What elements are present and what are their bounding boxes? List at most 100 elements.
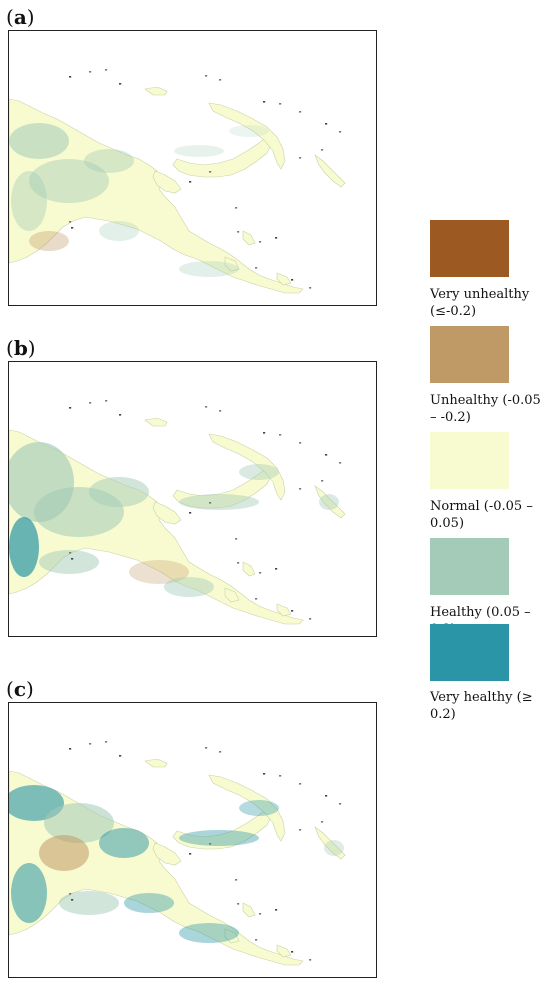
index-region-8 [239,464,279,480]
landmass-manus [144,758,168,768]
coastal-speck-2 [105,400,108,402]
coastal-speck-17 [255,939,258,941]
index-region-3 [9,517,39,577]
coastal-speck-14 [259,572,262,574]
coastal-speck-5 [219,79,222,81]
coastal-speck-23 [321,149,324,151]
coastal-speck-7 [279,103,282,105]
coastal-speck-20 [69,221,72,223]
coastal-speck-2 [105,741,108,743]
coastal-speck-13 [237,231,240,233]
index-region-6 [124,893,174,913]
coastal-speck-19 [309,287,312,289]
coastal-speck-3 [119,755,122,757]
panel-label-c: (c) [6,677,34,701]
coastal-speck-19 [309,959,312,961]
index-region-5 [129,560,189,584]
coastal-speck-2 [105,69,108,71]
coastal-speck-22 [299,829,302,831]
index-region-9 [319,494,339,510]
coastal-speck-14 [259,241,262,243]
index-region-2 [89,477,149,507]
landmass-manus [144,86,168,96]
landmass-newireland [208,433,286,501]
coastal-speck-18 [291,951,294,953]
coastal-speck-11 [209,502,212,504]
index-region-5 [59,891,119,915]
coastal-speck-13 [237,562,240,564]
coastal-speck-9 [325,454,328,456]
legend-swatch-unhealthy [430,326,509,383]
landmass-isl1 [242,561,256,577]
index-region-7 [174,145,224,157]
coastal-speck-19 [309,618,312,620]
map-panel-c [8,702,377,978]
landmass-bougainville [314,485,346,519]
coastal-speck-10 [339,462,342,464]
coastal-speck-7 [279,434,282,436]
coastal-speck-9 [325,795,328,797]
coastal-speck-4 [205,75,208,77]
landmass-manus [144,417,168,427]
index-region-6 [164,577,214,597]
coastal-speck-20 [69,552,72,554]
coastal-speck-3 [119,83,122,85]
coastal-speck-23 [321,480,324,482]
coastal-speck-18 [291,610,294,612]
index-region-1 [29,159,109,203]
coastal-speck-22 [299,157,302,159]
coastal-speck-8 [299,783,302,785]
coastal-speck-9 [325,123,328,125]
coastal-speck-18 [291,279,294,281]
coastal-speck-3 [119,414,122,416]
landmass-newbritain [172,467,272,509]
index-region-5 [29,231,69,251]
index-region-9 [239,800,279,816]
coastal-speck-10 [339,131,342,133]
coastal-speck-21 [71,899,74,901]
index-region-4 [39,550,99,574]
landmass-isl3 [276,603,292,617]
coastal-speck-12 [189,181,192,183]
landmass-mainland [9,98,304,294]
index-region-3 [39,835,89,871]
coastal-speck-15 [275,237,278,239]
legend-swatch-healthy [430,538,509,595]
landmass-newbritain [172,808,272,850]
index-region-7 [179,923,239,943]
coastal-speck-16 [235,879,238,881]
panel-label-b: (b) [6,336,36,360]
coastal-speck-6 [263,101,266,103]
landmass-newireland [208,102,286,170]
landmass-bougainville [314,826,346,860]
coastal-speck-20 [69,893,72,895]
coastal-speck-23 [321,821,324,823]
index-region-6 [179,261,239,277]
index-region-3 [11,171,47,231]
coastal-speck-4 [205,747,208,749]
coastal-speck-22 [299,488,302,490]
coastal-speck-16 [235,207,238,209]
legend-label-normal: Normal (-0.05 – 0.05) [430,499,533,531]
coastal-speck-6 [263,773,266,775]
index-region-8 [179,830,259,846]
map-panel-b [8,361,377,637]
coastal-speck-0 [69,748,72,750]
landmass-newireland [208,774,286,842]
landmass-isl1 [242,230,256,246]
coastal-speck-10 [339,803,342,805]
landmass-bougainville [314,154,346,188]
landmass-isl3 [276,944,292,958]
landmass-newbritain [172,136,272,178]
coastal-speck-21 [71,558,74,560]
landmass-isl2 [224,928,240,944]
coastal-speck-1 [89,402,92,404]
index-region-10 [324,840,344,856]
coastal-speck-17 [255,267,258,269]
coastal-speck-7 [279,775,282,777]
legend-swatch-normal [430,432,509,489]
landmass-isl2 [224,256,240,272]
coastal-speck-4 [205,406,208,408]
index-region-1 [44,803,114,843]
coastal-speck-0 [69,76,72,78]
